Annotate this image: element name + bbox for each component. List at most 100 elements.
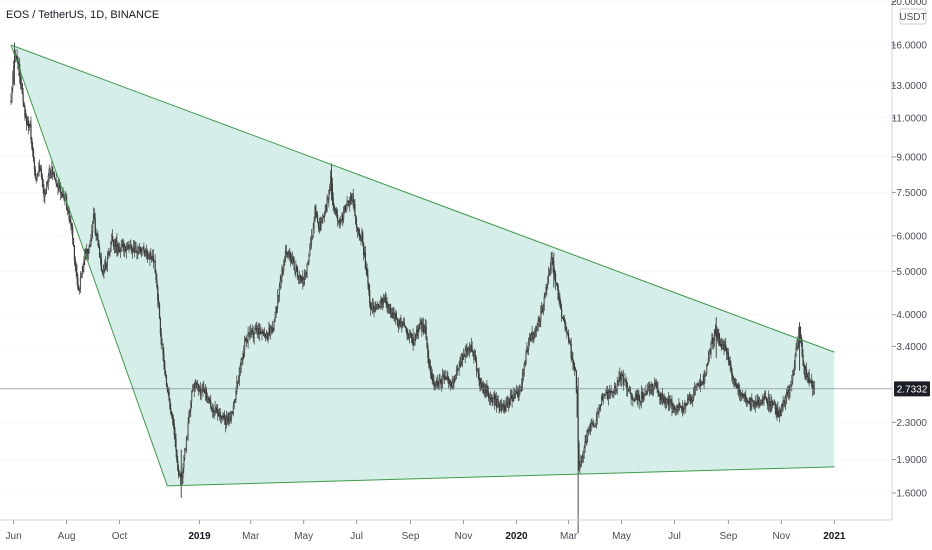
x-tick-label: Mar	[242, 531, 260, 542]
candle-body	[585, 440, 587, 442]
candle-body	[450, 384, 452, 387]
candle-body	[755, 404, 757, 406]
candle-body	[491, 399, 493, 403]
candle-body	[645, 391, 647, 395]
candle-body	[686, 404, 688, 406]
time-axis[interactable]: Jun Aug Oct 2019 Mar May Jul Sep Nov 2020 Mar May Ju…	[6, 520, 846, 542]
candle-body	[625, 380, 627, 383]
candle-body	[680, 406, 682, 408]
candle-body	[686, 398, 689, 405]
candle-body	[64, 198, 66, 201]
candle-body	[393, 312, 395, 319]
candle-body	[468, 348, 471, 351]
candle-body	[657, 388, 659, 392]
candle-body	[178, 469, 180, 476]
candle-body	[796, 346, 798, 349]
candle-body	[279, 280, 281, 288]
candle-body	[25, 116, 27, 118]
candle-body	[269, 327, 271, 336]
candle-body	[456, 368, 459, 371]
y-tick-label: 13.0000	[891, 81, 928, 92]
candle-body	[262, 332, 264, 334]
candle-body	[78, 287, 80, 291]
candle-body	[293, 259, 295, 270]
candle-body	[776, 408, 778, 415]
candle-body	[48, 168, 50, 176]
candle-body	[28, 126, 30, 128]
candle-body	[556, 282, 558, 287]
candle-body	[427, 346, 429, 358]
candle-body	[603, 394, 605, 396]
candle-body	[105, 265, 108, 268]
candle-body	[141, 248, 143, 252]
candle-body	[146, 252, 148, 259]
candle-body	[513, 393, 515, 398]
candle-body	[97, 234, 99, 241]
candle-body	[747, 400, 749, 403]
candle-body	[630, 393, 632, 398]
wedge-lower-line[interactable]	[167, 466, 835, 487]
candle-body	[109, 251, 111, 254]
candle-body	[519, 390, 521, 394]
candle-body	[249, 333, 251, 335]
candle-body	[735, 385, 737, 389]
candle-body	[283, 264, 285, 271]
candle-body	[778, 415, 780, 418]
candle-body	[431, 374, 433, 380]
candle-body	[762, 399, 764, 404]
candle-body	[737, 385, 739, 388]
price-axis[interactable]: 20.0000 16.0000 13.0000 11.0000 9.0000 7.5000…	[891, 0, 928, 500]
candle-body	[99, 256, 102, 259]
candle-body	[499, 405, 501, 411]
candle-body	[324, 204, 326, 214]
candle-body	[29, 123, 31, 127]
candle-body	[528, 338, 530, 350]
candle-body	[531, 332, 533, 336]
candle-body	[521, 373, 524, 384]
candle-body	[79, 276, 82, 290]
candle-body	[331, 183, 333, 199]
candle-body	[713, 329, 716, 341]
candle-body	[605, 391, 607, 396]
candle-body	[640, 391, 643, 402]
candle-body	[665, 397, 667, 405]
candle-body	[236, 381, 238, 392]
candle-body	[521, 382, 523, 388]
candle-body	[442, 374, 444, 385]
candle-body	[369, 290, 371, 304]
wedge-left-line[interactable]	[10, 44, 168, 487]
candle-body	[114, 245, 116, 247]
wedge-upper-line[interactable]	[10, 44, 835, 353]
candle-body	[454, 376, 456, 380]
candle-body	[501, 404, 504, 408]
candle-body	[582, 450, 584, 457]
candle-body	[490, 397, 492, 401]
candle-body	[204, 389, 207, 394]
candle-body	[511, 395, 513, 402]
candle-body	[515, 391, 518, 394]
candle-body	[165, 374, 168, 386]
candle-body	[452, 380, 454, 384]
candle-body	[374, 307, 376, 310]
candle-body	[194, 382, 196, 390]
candle-body	[548, 273, 550, 277]
candle-body	[74, 259, 76, 265]
candle-body	[501, 405, 503, 408]
candle-body	[89, 245, 91, 248]
candle-body	[779, 409, 781, 417]
candle-body	[52, 167, 54, 174]
candle-body	[586, 436, 588, 442]
candle-body	[71, 225, 73, 228]
candle-body	[712, 338, 714, 344]
candle-body	[396, 317, 398, 320]
candle-body	[273, 321, 275, 331]
candle-body	[248, 333, 250, 335]
candle-body	[717, 332, 719, 338]
candle-body	[420, 322, 422, 324]
candle-body	[414, 334, 416, 345]
candle-body	[118, 250, 121, 253]
candle-body	[609, 391, 611, 393]
candle-body	[770, 401, 772, 406]
candle-body	[270, 327, 273, 329]
